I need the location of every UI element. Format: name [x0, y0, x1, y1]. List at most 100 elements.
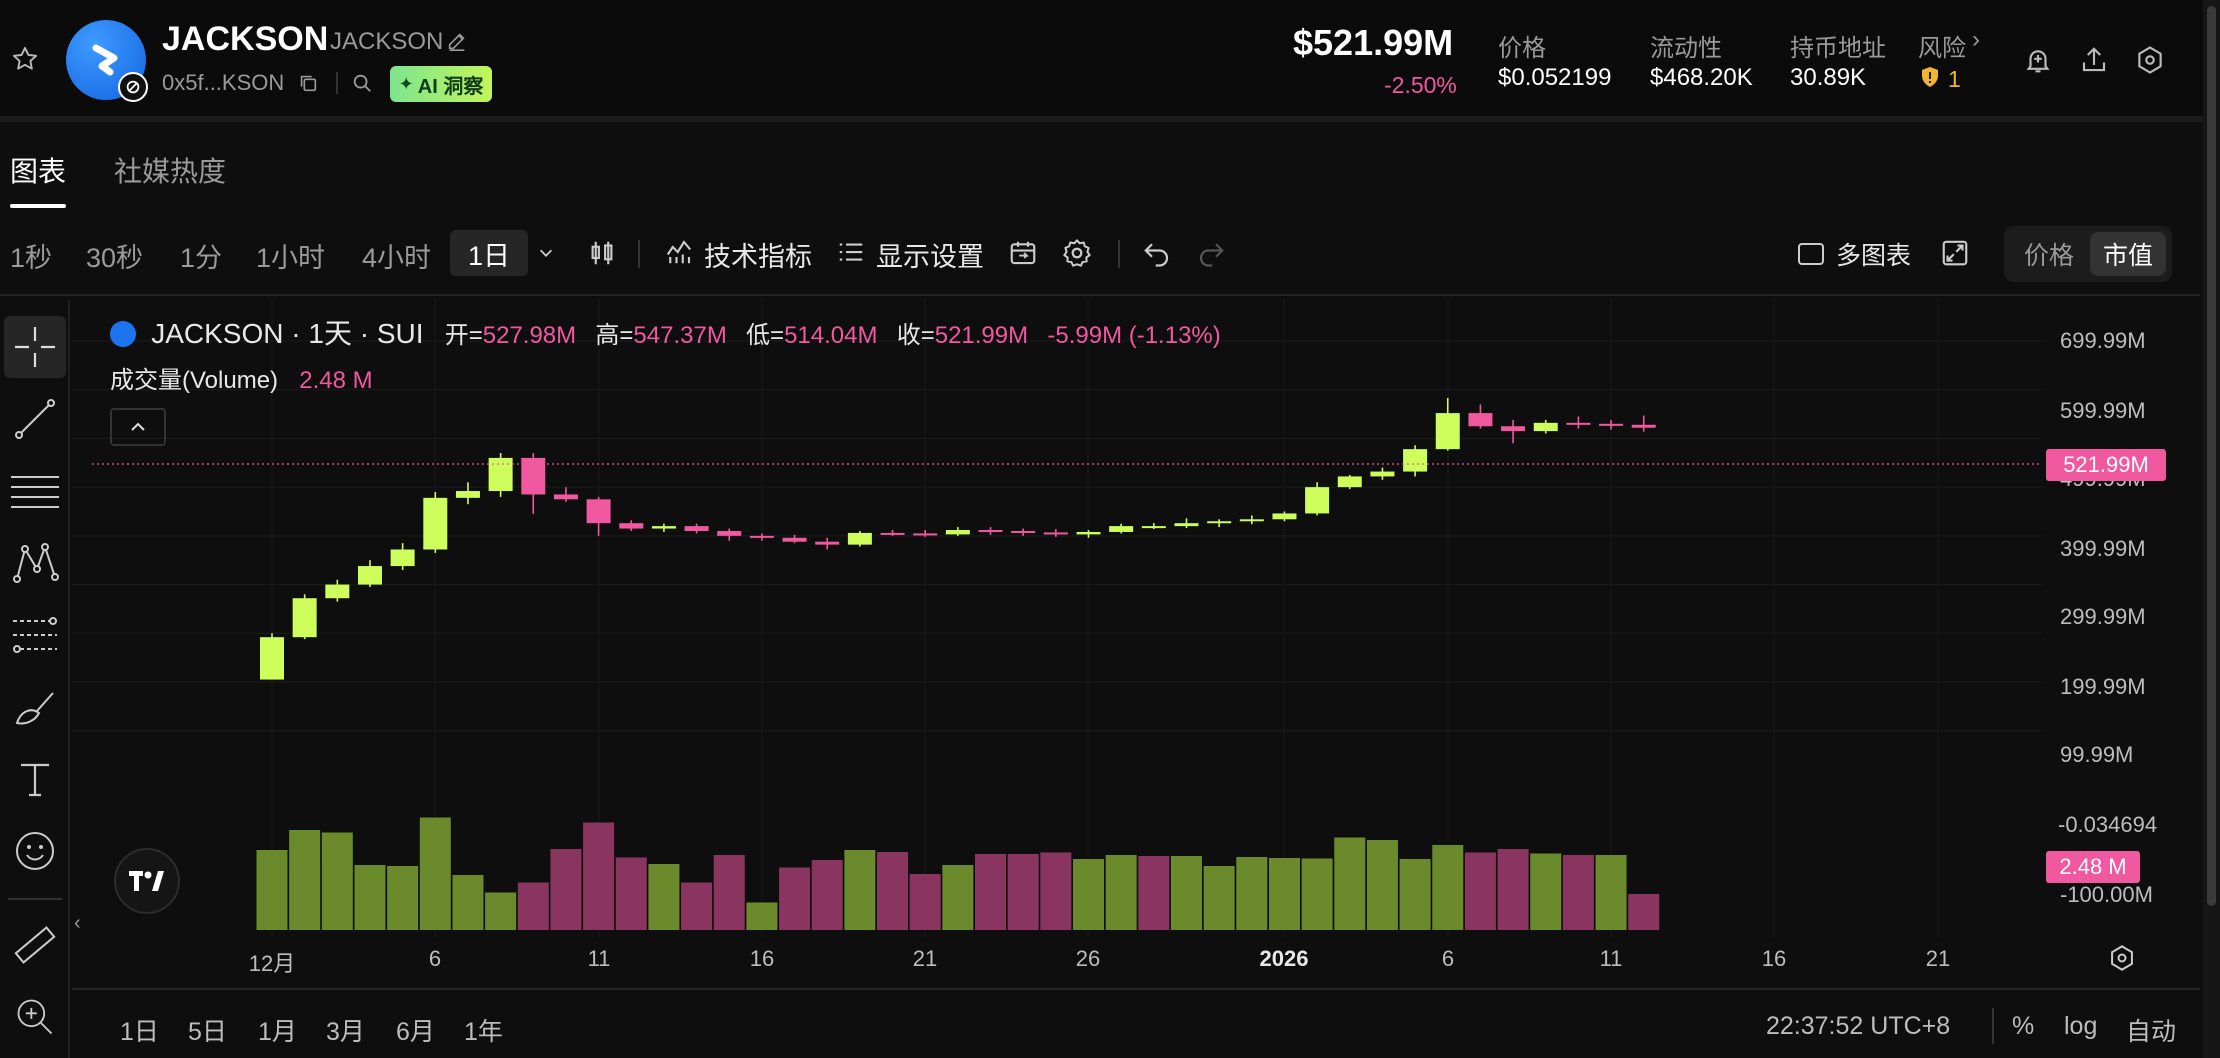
candle[interactable] [292, 594, 317, 640]
candle[interactable] [684, 523, 709, 534]
ruler-tool[interactable] [4, 914, 66, 976]
candle[interactable] [1370, 467, 1395, 480]
mode-mcap-button[interactable]: 市值 [2090, 232, 2166, 276]
candle[interactable] [1631, 415, 1656, 432]
collapse-toolbar-icon[interactable]: ‹ [74, 912, 81, 934]
candle[interactable] [880, 530, 905, 536]
range-3m[interactable]: 3月 [326, 1018, 365, 1046]
multi-chart-button[interactable]: 多图表 [1798, 234, 1911, 274]
redo-icon[interactable] [1192, 234, 1230, 272]
candle[interactable] [1141, 523, 1166, 530]
candle[interactable] [651, 523, 676, 532]
timeframe-1s[interactable]: 1秒 [10, 243, 53, 273]
range-5d[interactable]: 5日 [188, 1018, 227, 1046]
clock-readout[interactable]: 22:37:52 UTC+8 [1766, 1012, 1951, 1040]
candle[interactable] [1468, 404, 1493, 429]
candle[interactable] [423, 492, 448, 553]
candle[interactable] [782, 534, 807, 544]
page-scrollbar[interactable] [2203, 0, 2220, 1058]
risk-button[interactable]: 风险 › 1 [1918, 26, 1990, 96]
pattern-tool[interactable] [4, 532, 66, 594]
log-scale-toggle[interactable]: log [2064, 1012, 2098, 1040]
indicators-button[interactable]: 技术指标 [664, 234, 812, 274]
candle[interactable] [619, 520, 644, 531]
candle[interactable] [1337, 474, 1362, 490]
timeframe-4h[interactable]: 4小时 [362, 243, 432, 273]
candle[interactable] [815, 537, 840, 550]
timeframe-1d[interactable]: 1日 [450, 230, 528, 276]
crosshair-tool[interactable] [4, 316, 66, 378]
share-icon[interactable] [2076, 42, 2112, 78]
ai-insight-button[interactable]: ✦ AI 洞察 [390, 66, 492, 102]
candle[interactable] [1207, 519, 1232, 528]
search-icon[interactable] [348, 69, 376, 97]
emoji-tool[interactable] [4, 820, 66, 882]
timeframe-1m[interactable]: 1分 [180, 243, 223, 273]
scrollbar-thumb[interactable] [2207, 6, 2216, 906]
candle[interactable] [1501, 419, 1526, 444]
fullscreen-icon[interactable] [1936, 234, 1974, 272]
trend-line-tool[interactable] [4, 388, 66, 450]
range-1y[interactable]: 1年 [464, 1018, 503, 1046]
chevron-down-icon[interactable] [532, 238, 560, 268]
candle[interactable] [1272, 511, 1297, 522]
mode-price-button[interactable]: 价格 [2010, 232, 2088, 276]
display-settings-button[interactable]: 显示设置 [836, 234, 984, 274]
candle[interactable] [1043, 529, 1068, 537]
volume-bar [419, 817, 451, 930]
tab-chart[interactable]: 图表 [10, 150, 66, 210]
candle[interactable] [586, 496, 611, 536]
replay-icon[interactable] [1004, 234, 1042, 272]
axis-settings-icon[interactable] [2106, 942, 2138, 974]
fibonacci-tool[interactable] [4, 604, 66, 666]
chart-area[interactable]: JACKSON · 1天 · SUI 开=527.98M 高=547.37M 低… [72, 298, 2200, 988]
candle[interactable] [390, 543, 415, 570]
candle[interactable] [521, 453, 546, 514]
candle[interactable] [1533, 419, 1558, 434]
candlestick-chart[interactable] [72, 298, 2200, 988]
candle[interactable] [913, 530, 938, 537]
candle[interactable] [1305, 482, 1330, 516]
legend-collapse-button[interactable] [110, 408, 166, 446]
undo-icon[interactable] [1138, 234, 1176, 272]
candle[interactable] [553, 487, 578, 502]
star-icon[interactable] [8, 42, 42, 76]
timeframe-1h[interactable]: 1小时 [256, 243, 326, 273]
range-1d[interactable]: 1日 [120, 1018, 159, 1046]
candle[interactable] [945, 527, 970, 536]
candle[interactable] [1599, 419, 1624, 430]
candle[interactable] [1566, 416, 1591, 429]
horizontal-lines-tool[interactable] [4, 460, 66, 522]
candle[interactable] [717, 528, 742, 541]
candle[interactable] [357, 560, 382, 588]
candle[interactable] [978, 527, 1003, 535]
copy-icon[interactable] [294, 69, 322, 97]
candle-type-icon[interactable] [584, 234, 620, 272]
text-tool[interactable] [4, 748, 66, 810]
candle[interactable] [1435, 397, 1460, 451]
range-1m[interactable]: 1月 [258, 1018, 297, 1046]
candle[interactable] [1239, 515, 1264, 525]
gear-icon[interactable] [1058, 234, 1096, 272]
candle[interactable] [1174, 518, 1199, 529]
range-6m[interactable]: 6月 [396, 1018, 435, 1046]
candle[interactable] [260, 633, 284, 680]
hexagon-settings-icon[interactable] [2132, 42, 2168, 78]
tab-social-heat[interactable]: 社媒热度 [114, 150, 226, 210]
candle[interactable] [1011, 528, 1036, 536]
edit-icon[interactable] [444, 28, 470, 54]
auto-scale-toggle[interactable]: 自动 [2126, 1018, 2177, 1046]
candle[interactable] [1109, 523, 1134, 534]
brush-tool[interactable] [4, 676, 66, 738]
candle[interactable] [847, 530, 872, 547]
percent-scale-toggle[interactable]: % [2012, 1012, 2035, 1040]
timeframe-30s[interactable]: 30秒 [86, 243, 144, 273]
candle[interactable] [455, 482, 480, 505]
candle[interactable] [1403, 445, 1428, 477]
candle[interactable] [1076, 530, 1101, 538]
candle[interactable] [488, 453, 513, 497]
zoom-in-tool[interactable] [4, 986, 66, 1048]
candle[interactable] [325, 579, 350, 602]
alert-add-icon[interactable] [2020, 42, 2056, 78]
candle[interactable] [749, 533, 774, 541]
